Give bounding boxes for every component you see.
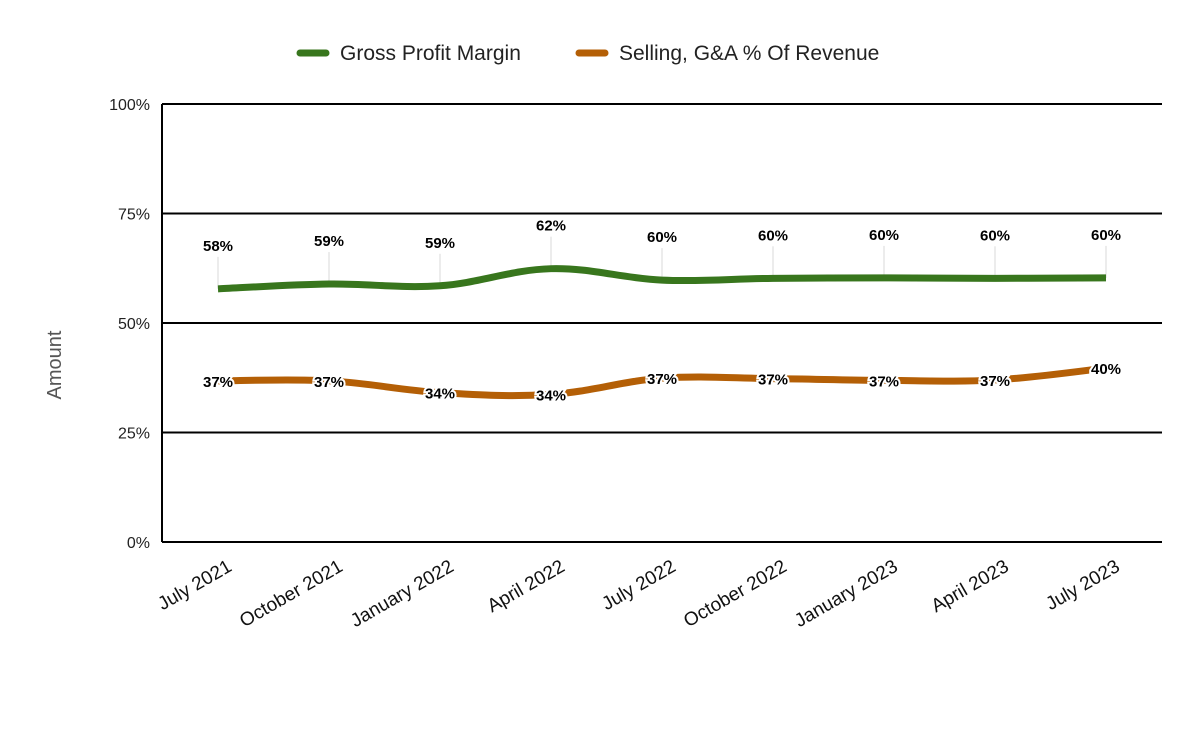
series-line-gross-profit-margin (217, 265, 1107, 293)
data-label: 62% (536, 218, 566, 235)
data-label: 59% (314, 233, 344, 250)
series-line-sga-percent-revenue (217, 364, 1107, 400)
x-tick-label: January 2022 (347, 556, 457, 632)
data-label: 37% (980, 373, 1010, 390)
data-label: 60% (1091, 227, 1121, 244)
gridlines (161, 103, 1162, 543)
x-tick-label: October 2022 (680, 556, 790, 632)
x-tick-label: July 2022 (599, 556, 680, 615)
data-label: 34% (536, 387, 566, 404)
legend: Gross Profit Margin Selling, G&A % Of Rev… (296, 42, 879, 65)
legend-label[interactable]: Selling, G&A % Of Revenue (619, 42, 879, 65)
data-label: 37% (203, 374, 233, 391)
x-tick-label: October 2021 (236, 556, 346, 632)
data-labels: 58% 59% 59% 62% 60% 60% 60% 60% 60% 37% 37% 34% 34% 3… (201, 218, 1123, 407)
data-label: 58% (203, 238, 233, 255)
x-tick-label: July 2021 (155, 556, 236, 615)
y-tick-label: 25% (118, 426, 150, 443)
data-label: 60% (869, 227, 899, 244)
data-label: 34% (425, 386, 455, 403)
data-label: 37% (758, 372, 788, 389)
data-label: 37% (314, 374, 344, 391)
data-label: 60% (980, 227, 1010, 244)
x-tick-label: April 2022 (484, 556, 569, 617)
y-tick-label: 75% (118, 207, 150, 224)
y-tick-label: 100% (109, 97, 150, 114)
x-axis-ticks: July 2021 October 2021 January 2022 April 2… (155, 556, 1124, 632)
data-label: 60% (758, 227, 788, 244)
y-tick-label: 50% (118, 316, 150, 333)
x-tick-label: January 2023 (791, 556, 901, 632)
series-lines (217, 236, 1107, 400)
data-label: 37% (647, 371, 677, 388)
x-tick-label: July 2023 (1043, 556, 1124, 615)
data-label: 37% (869, 373, 899, 390)
data-label: 60% (647, 229, 677, 246)
y-axis-label: Amount (44, 330, 66, 399)
data-label: 59% (425, 235, 455, 252)
x-tick-label: April 2023 (928, 556, 1013, 617)
legend-label[interactable]: Gross Profit Margin (340, 42, 521, 65)
y-axis-ticks: 0% 25% 50% 75% 100% (109, 97, 150, 552)
y-tick-label: 0% (127, 535, 150, 552)
data-label: 40% (1091, 361, 1121, 378)
